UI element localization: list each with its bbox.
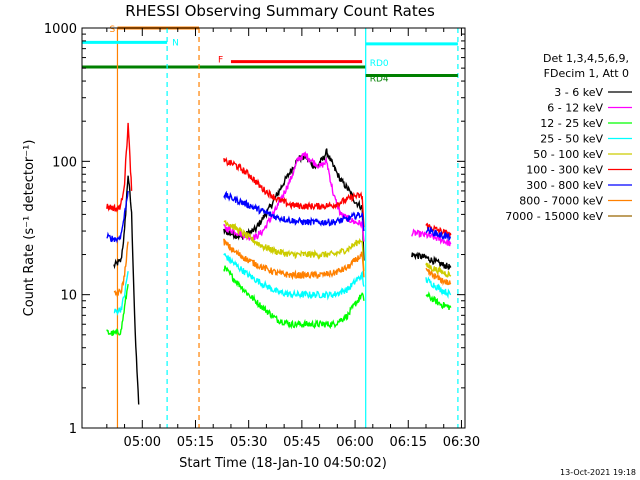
series-line-3-seg-5 (425, 276, 452, 300)
series-line-6-seg-2 (223, 190, 365, 232)
x-tick-label-6: 06:30 (443, 435, 480, 450)
timestamp: 13-Oct-2021 19:18 (560, 468, 636, 477)
y-tick-label-1: 10 (60, 289, 77, 304)
legend-header-line-1: Det 1,3,4,5,6,9, (543, 52, 629, 65)
x-tick-label-1: 05:15 (177, 435, 214, 450)
y-tick-label-3: 1000 (44, 22, 77, 37)
legend-label-3: 25 - 50 keV (540, 133, 603, 146)
axis-ticks: 05:00 05:15 05:30 05:45 06:00 06:15 06:30 1 10 10… (44, 22, 480, 450)
annotation-label-group: S N F RD0 RD4 (109, 25, 388, 85)
series-line-6-seg-1 (106, 190, 129, 244)
y-axis-label: Count Rate (s⁻¹ detector⁻¹) (22, 140, 37, 317)
legend-header-line-2: FDecim 1, Att 0 (544, 67, 629, 80)
y-tick-label-2: 100 (52, 155, 77, 170)
chart-title: RHESSI Observing Summary Count Rates (125, 2, 435, 20)
series-line-7-seg-2 (223, 238, 365, 281)
series-line-5-seg-1 (106, 122, 133, 213)
series-group (106, 122, 452, 405)
legend-label-4: 50 - 100 keV (533, 148, 603, 161)
series-line-5-seg-2 (223, 156, 365, 228)
legend-label-0: 3 - 6 keV (554, 86, 603, 99)
series-line-3-seg-1 (113, 271, 129, 317)
annotation-label-f: F (218, 56, 223, 66)
series-line-4-seg-0 (223, 219, 365, 272)
x-tick-label-0: 05:00 (124, 435, 161, 450)
series-line-2-seg-1 (106, 283, 129, 336)
series-line-7-seg-5 (425, 267, 452, 287)
series-line-7-seg-1 (113, 241, 129, 298)
series-line-4-seg-3 (425, 262, 452, 278)
series-line-3-seg-2 (223, 253, 365, 301)
legend-label-6: 300 - 800 keV (526, 179, 603, 192)
annotation-group (82, 26, 459, 428)
legend-label-7: 800 - 7000 keV (519, 195, 603, 208)
series-line-6-seg-5 (425, 226, 451, 242)
series-line-0-seg-4 (411, 251, 452, 270)
legend-label-8: 7000 - 15000 keV (505, 210, 603, 223)
annotation-label-rd0: RD0 (370, 59, 389, 69)
y-tick-label-0: 1 (69, 422, 77, 437)
annotation-label-rd4: RD4 (370, 75, 389, 85)
legend-label-5: 100 - 300 keV (526, 164, 603, 177)
series-line-5-seg-5 (425, 222, 452, 238)
legend-label-2: 12 - 25 keV (540, 117, 603, 130)
legend: Det 1,3,4,5,6,9, FDecim 1, Att 0 3 - 6 k… (505, 52, 632, 223)
x-tick-label-5: 06:15 (390, 435, 427, 450)
plot-frame (81, 27, 466, 429)
annotation-label-s: S (109, 25, 115, 35)
x-tick-label-3: 05:45 (283, 435, 320, 450)
legend-label-1: 6 - 12 keV (547, 102, 603, 115)
series-line-2-seg-2 (223, 265, 365, 330)
series-line-1-seg-2 (411, 228, 452, 247)
x-axis-label: Start Time (18-Jan-10 04:50:02) (179, 456, 387, 471)
x-tick-label-2: 05:30 (230, 435, 267, 450)
annotation-label-n: N (172, 38, 179, 48)
x-tick-label-4: 06:00 (336, 435, 373, 450)
series-line-2-seg-5 (425, 291, 452, 311)
